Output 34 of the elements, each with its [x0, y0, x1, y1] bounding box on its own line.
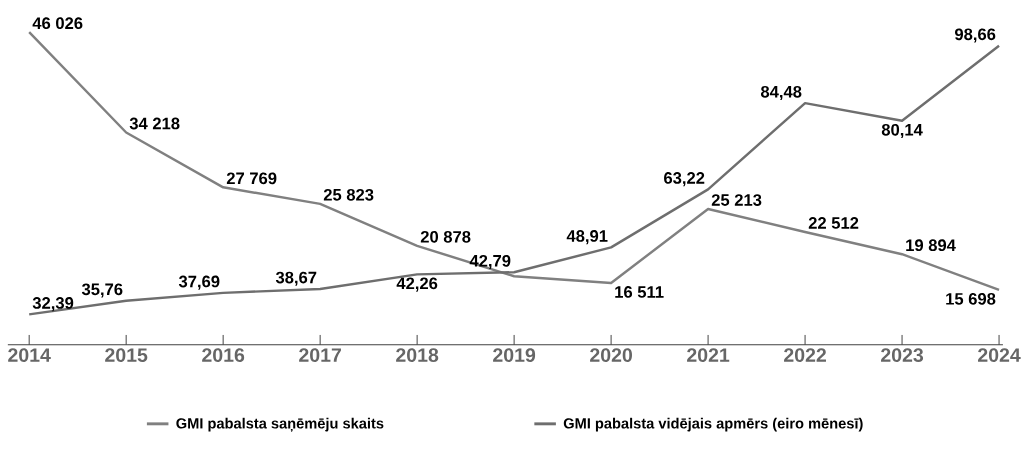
- legend-label: GMI pabalsta saņēmēju skaits: [176, 417, 384, 432]
- data-label: 22 512: [808, 217, 859, 229]
- x-tick-label: 2014: [8, 348, 51, 362]
- data-label: 27 769: [226, 172, 277, 185]
- data-label: 20 878: [420, 230, 471, 243]
- x-tick-label: 2018: [396, 348, 439, 362]
- data-label: 32,39: [32, 297, 74, 312]
- x-tick-label: 2019: [493, 348, 536, 362]
- x-tick-label: 2015: [105, 348, 148, 362]
- x-tick-label: 2017: [299, 348, 341, 362]
- data-label: 35,76: [81, 283, 123, 298]
- data-label: 63,22: [664, 172, 705, 187]
- x-tick-label: 2016: [202, 348, 245, 362]
- x-tick-label: 2024: [978, 348, 1021, 362]
- data-label: 37,69: [178, 275, 220, 290]
- data-label: 98,66: [954, 28, 996, 43]
- x-tick-label: 2021: [687, 348, 730, 362]
- data-label: 42,26: [396, 277, 438, 292]
- x-tick-label: 2022: [784, 348, 826, 362]
- x-tick-label: 2020: [590, 348, 632, 362]
- data-label: 25 213: [711, 194, 762, 206]
- x-tick-label: 2023: [881, 348, 924, 362]
- data-label: 84,48: [760, 85, 802, 100]
- data-label: 19 894: [906, 239, 956, 252]
- data-label: 80,14: [881, 123, 923, 138]
- data-label: 48,91: [566, 230, 608, 245]
- data-label: 46 026: [32, 17, 83, 29]
- data-label: 25 823: [323, 188, 374, 201]
- data-label: 38,67: [275, 271, 317, 286]
- data-label: 15 698: [946, 292, 996, 305]
- data-label: 34 218: [129, 117, 180, 130]
- legend-label: GMI pabalsta vidējais apmērs (eiro mēnesī): [563, 417, 863, 432]
- data-label: 42,79: [469, 254, 511, 270]
- data-label: 16 511: [615, 286, 664, 298]
